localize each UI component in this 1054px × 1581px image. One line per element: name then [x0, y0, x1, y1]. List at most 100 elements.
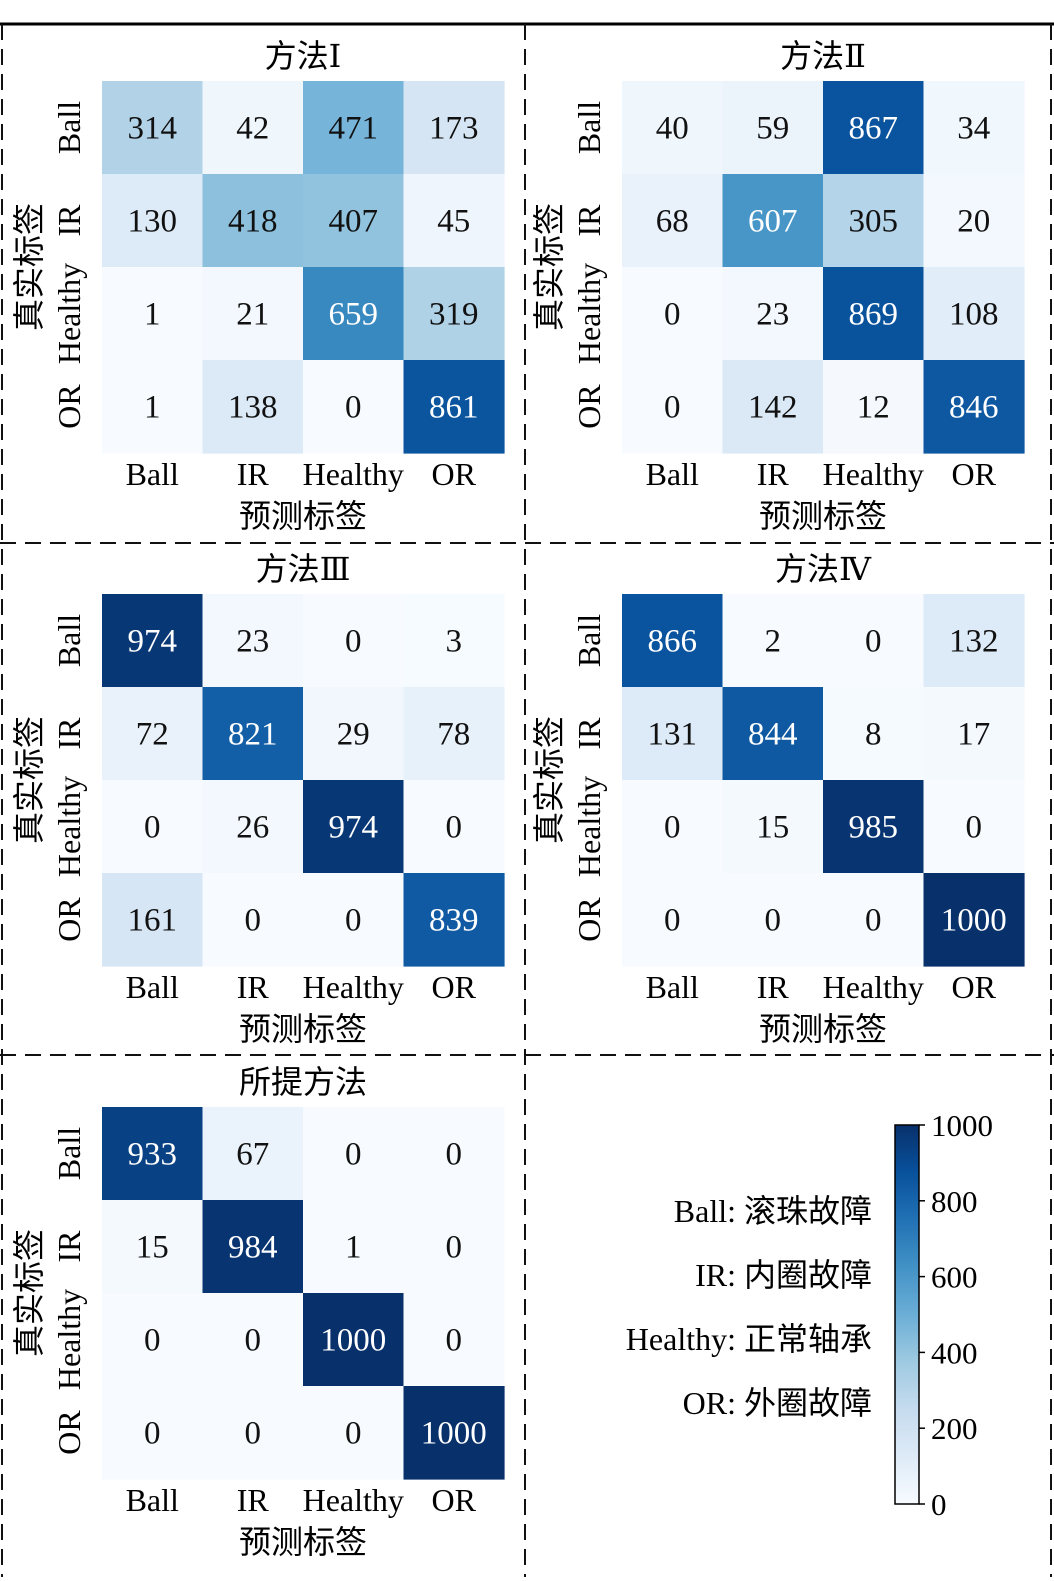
cell-value-label: 0: [144, 810, 161, 846]
cell-value-label: 933: [128, 1137, 178, 1173]
x-tick-label: IR: [237, 456, 270, 492]
colorbar: 0 200 400 600 800 1000: [894, 1108, 993, 1522]
heatmap-cell: [622, 594, 724, 688]
cell-value-label: 0: [345, 1416, 362, 1452]
heatmap-cell: [202, 594, 304, 688]
heatmap-cell: [923, 873, 1025, 967]
heatmap-cell: [303, 780, 405, 874]
heatmap-cell: [303, 1293, 405, 1387]
heatmap-cell: [102, 267, 204, 361]
x-tick-label: Healthy: [303, 969, 404, 1005]
heatmap-cell: [722, 873, 824, 967]
cell-value-label: 0: [664, 390, 681, 426]
y-tick-label: IR: [51, 204, 87, 237]
heatmap-cell: [303, 1386, 405, 1480]
colorbar-tick-label: 400: [931, 1335, 978, 1370]
panel-title: 方法Ⅲ: [256, 551, 351, 587]
legend-key: OR:: [683, 1385, 744, 1421]
x-tick-label: Healthy: [823, 969, 924, 1005]
colorbar-tick-label: 200: [931, 1411, 978, 1446]
cell-value-label: 314: [128, 111, 178, 147]
cell-value-label: 319: [429, 297, 479, 333]
heatmap-cell: [622, 873, 724, 967]
y-tick-label: Ball: [571, 101, 607, 154]
cell-value-label: 869: [849, 297, 899, 333]
heatmap-cell: [403, 594, 505, 688]
y-tick-label: Healthy: [571, 776, 607, 877]
cell-value-label: 0: [865, 903, 882, 939]
y-tick-label: OR: [51, 1410, 87, 1455]
cell-value-label: 821: [228, 717, 278, 753]
cell-value-label: 866: [648, 624, 698, 660]
x-tick-label: IR: [237, 969, 270, 1005]
heatmap-cell: [102, 1200, 204, 1294]
cell-value-label: 2: [765, 624, 782, 660]
heatmap-cell: [923, 174, 1025, 268]
cell-value-label: 659: [329, 297, 379, 333]
cell-value-label: 305: [849, 204, 899, 240]
x-axis-label: 预测标签: [239, 498, 367, 534]
y-axis-label: 真实标签: [531, 716, 567, 844]
heatmap-cell: [823, 174, 925, 268]
heatmap-cell: [823, 873, 925, 967]
heatmap-cell: [403, 1107, 505, 1201]
y-tick-label: OR: [571, 384, 607, 429]
colorbar-tick-label: 600: [931, 1260, 978, 1295]
heatmap-cell: [403, 1293, 505, 1387]
cell-value-label: 0: [345, 1137, 362, 1173]
x-tick-label: IR: [757, 969, 790, 1005]
cell-value-label: 68: [656, 204, 689, 240]
cell-value-label: 418: [228, 204, 278, 240]
heatmap-cell: [403, 780, 505, 874]
heatmap-cell: [622, 174, 724, 268]
heatmap-cell: [622, 780, 724, 874]
legend-entry: Healthy: 正常轴承: [626, 1321, 872, 1357]
x-tick-label: Healthy: [303, 1482, 404, 1518]
cell-value-label: 173: [429, 111, 479, 147]
cell-value-label: 26: [236, 810, 269, 846]
colorbar-tick-label: 1000: [931, 1108, 993, 1143]
heatmap-cell: [823, 267, 925, 361]
cell-value-label: 29: [337, 717, 370, 753]
y-tick-label: Healthy: [51, 263, 87, 364]
cell-value-label: 0: [245, 903, 262, 939]
heatmap-cell: [403, 1386, 505, 1480]
y-tick-label: IR: [571, 717, 607, 750]
y-tick-label: OR: [51, 897, 87, 942]
legend-entry: OR: 外圈故障: [683, 1385, 872, 1421]
heatmap-cell: [722, 780, 824, 874]
legend-key: IR:: [695, 1257, 744, 1293]
cell-value-label: 17: [957, 717, 990, 753]
cell-value-label: 974: [128, 624, 178, 660]
cell-value-label: 15: [136, 1230, 169, 1266]
cell-value-label: 42: [236, 111, 269, 147]
cell-value-label: 0: [446, 810, 463, 846]
cell-value-label: 15: [756, 810, 789, 846]
y-tick-label: Ball: [51, 101, 87, 154]
y-tick-label: IR: [51, 717, 87, 750]
x-tick-label: OR: [432, 1482, 477, 1518]
heatmap-cell: [403, 81, 505, 175]
legend-entry: Ball: 滚珠故障: [674, 1193, 872, 1229]
panel-frame: [0, 22, 1054, 1577]
cell-value-label: 0: [446, 1230, 463, 1266]
y-tick-label: Ball: [51, 1127, 87, 1180]
heatmap-cell: [303, 687, 405, 781]
cell-value-label: 974: [329, 810, 379, 846]
cell-value-label: 12: [857, 390, 890, 426]
cell-value-label: 131: [648, 717, 698, 753]
x-tick-label: OR: [952, 969, 997, 1005]
heatmap-cell: [722, 594, 824, 688]
y-axis-label: 真实标签: [11, 203, 47, 331]
y-tick-label: IR: [571, 204, 607, 237]
colorbar-tick-label: 800: [931, 1184, 978, 1219]
cell-value-label: 1: [345, 1230, 362, 1266]
cell-value-label: 0: [865, 624, 882, 660]
y-axis-label: 真实标签: [531, 203, 567, 331]
cell-value-label: 0: [966, 810, 983, 846]
heatmap-panel: 方法Ⅳ 866 2 0 132 131 844 8 17 0 15 985 0 0 0 0 1000 Ball IR…: [531, 551, 1025, 1047]
cell-value-label: 78: [437, 717, 470, 753]
cell-value-label: 21: [236, 297, 269, 333]
heatmap-cell: [202, 1200, 304, 1294]
cell-value-label: 23: [756, 297, 789, 333]
